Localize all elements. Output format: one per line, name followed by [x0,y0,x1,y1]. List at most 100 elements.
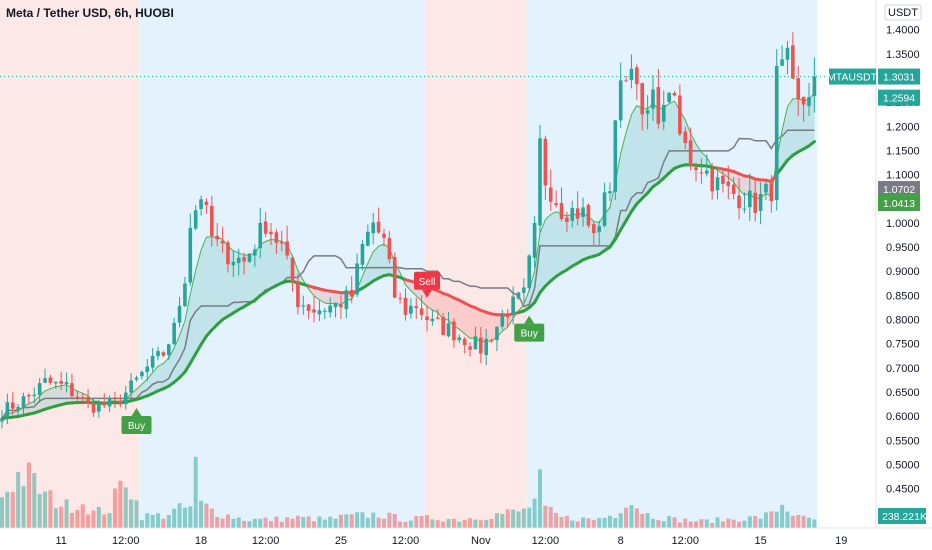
candle-body [435,317,440,319]
candle-body [355,263,359,295]
candle-body [317,310,322,315]
volume-bar [312,521,317,528]
candle-body [635,67,639,85]
candle [339,295,343,319]
volume-bar [123,487,128,528]
slow-ma-segment [199,334,208,347]
candle [113,391,117,409]
candle [667,92,671,105]
cloud-segment [265,239,271,292]
volume-bar [478,520,483,528]
candle-body [753,192,757,213]
price-tick-label: 1.1500 [886,145,920,157]
candle [500,309,505,330]
volume-bar [742,520,747,528]
volume-bar [188,506,193,528]
candle-body [134,377,139,380]
volume-bar [672,517,677,528]
cloud-segment [453,297,460,330]
cloud-segment [432,288,438,313]
candle-body [145,366,150,372]
volume-bar [602,517,607,528]
volume-bar [489,518,494,528]
candle-body [21,396,26,408]
price-axis[interactable]: 1.40001.35001.30001.25001.20001.15001.10… [886,25,920,520]
volume-bar [634,508,639,528]
volume-bar [295,515,300,528]
price-tag: 1.2594 [878,89,920,106]
candle-body [791,45,795,79]
candle-body [419,308,424,315]
candle-body [54,381,58,384]
price-tick-label: 0.7500 [886,339,920,351]
buy-signal[interactable]: Buy [121,407,152,434]
time-tick-label: 12:00 [671,535,699,547]
sell-signal[interactable]: Sell [414,271,441,298]
currency-badge[interactable]: USDT [884,4,922,21]
signal-label: Buy [128,421,145,432]
cloud-segment [362,263,368,289]
buy-signal[interactable]: Buy [514,315,545,342]
volume-bar [532,498,537,528]
cloud-segment [792,98,799,156]
candle-body [376,221,381,233]
volume-bar [607,515,612,528]
candle-body [150,355,155,368]
candle-body [651,89,655,109]
candle [91,399,96,418]
volume-bar [747,516,752,528]
price-tick-label: 0.9500 [886,242,920,254]
volume-bar [645,513,650,528]
candle-body [731,184,736,195]
volume-bar [112,488,117,528]
candle-body [80,397,85,399]
candle [452,318,456,348]
candle-body [667,92,671,102]
volume-bar [134,500,139,528]
volume-bar [597,517,602,528]
candle-body [629,68,634,81]
candle [484,328,488,366]
candle-body [172,322,176,345]
volume-bar [753,515,758,528]
candle [597,220,601,247]
candle [16,404,20,416]
candle [769,175,774,213]
volume-bar [306,516,311,528]
candle-body [188,227,193,283]
volume-bar [720,521,725,528]
volume-bar [441,521,446,528]
baseline-line [1,129,815,420]
candle [193,204,198,231]
volume-bar [694,521,699,528]
candle-body [32,394,37,397]
volume-bar [548,506,553,528]
volume-bar [172,508,177,528]
slow-ma-segment [533,291,542,305]
candle-body [129,380,133,393]
volume-bar [290,518,295,528]
volume-bar [129,499,134,528]
cloud-segment [561,213,567,273]
cloud-segment [642,108,648,199]
volume-bar [376,517,381,528]
volume-bar [355,512,360,528]
cloud-segment [271,239,277,289]
candle [801,96,806,122]
candle [694,162,698,182]
volume-bar [564,515,569,528]
volume-bar [688,521,693,528]
candle [468,342,472,357]
candle-body [210,205,214,237]
candle-body [726,181,731,187]
zone-bull [139,0,425,528]
candle-body [263,221,268,234]
candle-body [699,172,704,174]
candle [166,343,171,361]
cloud-segment [652,103,659,187]
candle-body [59,381,63,384]
price-tick-label: 1.3500 [886,49,920,61]
time-axis[interactable]: 11 12:00 18 12:00 25 12:00 Nov 12:00 8 12:00 15 19 [55,535,847,547]
price-tag-value: 1.3031 [883,72,915,84]
